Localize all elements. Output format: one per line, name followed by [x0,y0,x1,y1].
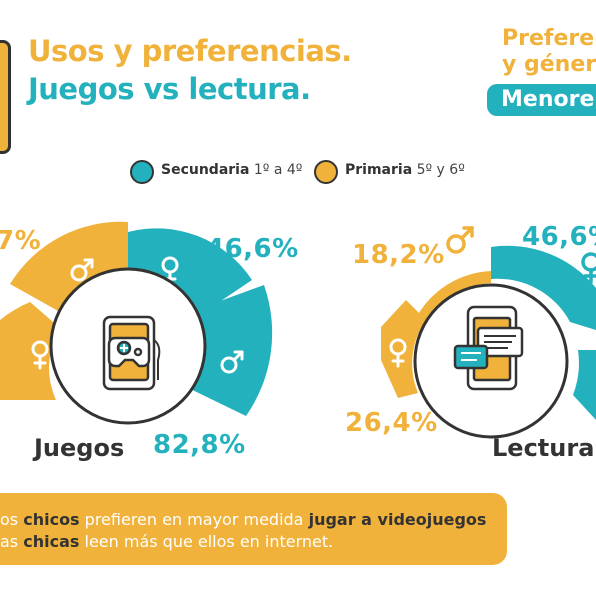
page-title-line1: Usos y preferencias. [28,34,352,68]
juegos-secundaria-chicos-value: 82,8% [153,430,246,460]
juegos-primaria-chicos-bar [10,221,128,312]
legend-secundaria-detail: 1º a 4º [249,162,303,178]
conclusion-banner [0,493,507,565]
juegos-primaria-chicos-value: 7% [0,226,42,256]
gamepad-smartphone-icon [102,315,161,391]
lectura-primaria-chicas-value: 26,4% [345,408,438,438]
lectura-secundaria-chicos-value: 9 [587,354,596,384]
lectura-primaria-chicos-value: 18,2% [352,240,445,270]
juegos-primaria-chicas-bar [0,302,60,400]
legend-primaria-detail: 5º y 6º [412,162,465,178]
right-panel-title-line1: Prefere [502,26,595,51]
right-panel-pill-label: Menore [501,87,595,112]
juegos-secundaria-chicas-bar [128,228,252,315]
juegos-secundaria-chicas-value: 46,6% [206,234,299,264]
right-panel-title-line2: y géner [502,52,596,77]
juegos-secundaria-chicos-bar [178,285,273,416]
phone-icon-partial [0,40,11,154]
lectura-secundaria-chicas-bar [491,245,596,330]
lectura-secundaria-chicas-outline-symbol [581,252,596,284]
lectura-label: Lectura [492,434,595,462]
lectura-secundaria-chicos-bar [573,350,596,420]
legend-secundaria-label: Secundaria [161,162,250,178]
lectura-secundaria-chicas-value: 46,6% [522,222,596,252]
chat-smartphone-icon [453,305,524,391]
right-panel-pill: Menore [487,84,596,116]
legend-primaria-label: Primaria [345,162,413,178]
lectura-primaria-chicos-symbol [446,226,474,254]
page-title-line2: Juegos vs lectura. [28,72,311,106]
legend-secundaria-swatch [130,160,154,184]
legend-primaria-swatch [314,160,338,184]
chart-juegos [0,221,273,425]
juegos-primaria-chicas-value: % [0,336,17,366]
chart-lectura [381,245,596,439]
juegos-label: Juegos [34,434,125,462]
conclusion-line1: os chicos prefieren en mayor medida juga… [0,510,487,529]
right-panel-title: Prefere y géner [502,26,596,78]
conclusion-line2: as chicas leen más que ellos en internet… [0,532,334,551]
